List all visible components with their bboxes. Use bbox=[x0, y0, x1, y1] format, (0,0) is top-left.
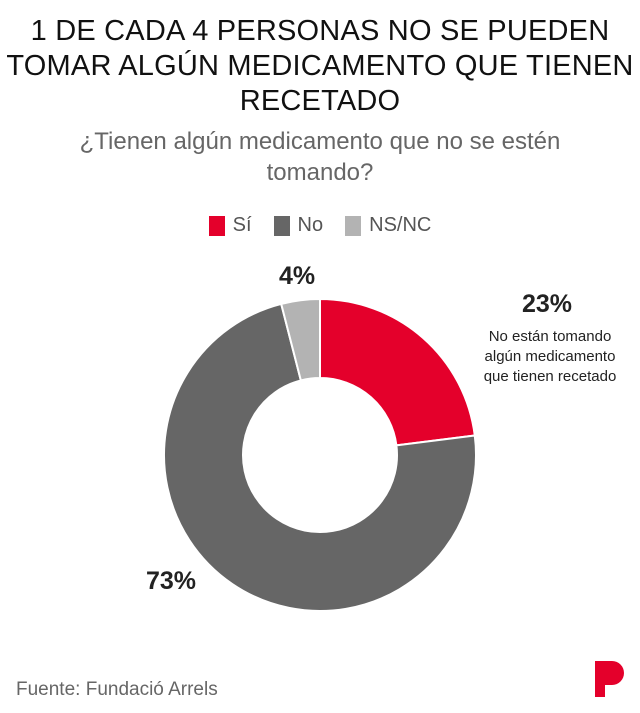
legend-swatch bbox=[208, 215, 225, 236]
slice-nsnc bbox=[279, 297, 321, 382]
legend-item-nsnc: NS/NC bbox=[345, 214, 431, 237]
legend-swatch bbox=[273, 215, 290, 236]
legend-label: No bbox=[297, 214, 324, 236]
source-note: Fuente: Fundació Arrels bbox=[16, 679, 218, 700]
annotation-si: No están tomando algún medicamento que t… bbox=[483, 328, 617, 385]
data-label-no: 73% bbox=[146, 567, 197, 595]
legend-swatch bbox=[345, 215, 362, 236]
legend-label: Sí bbox=[232, 214, 252, 236]
legend-item-no: No bbox=[273, 214, 324, 237]
chart-title: 1 DE CADA 4 PERSONAS NO SE PUEDEN TOMAR … bbox=[6, 15, 634, 117]
slice-no bbox=[163, 302, 477, 612]
data-label-si: 23% bbox=[522, 290, 573, 318]
legend: Sí No NS/NC bbox=[0, 214, 640, 237]
logo-icon bbox=[595, 661, 624, 697]
data-label-nsnc: 4% bbox=[279, 262, 316, 290]
slice-s bbox=[319, 297, 476, 447]
legend-label: NS/NC bbox=[369, 214, 432, 236]
legend-item-si: Sí bbox=[208, 214, 252, 237]
chart-subtitle: ¿Tienen algún medicamento que no se esté… bbox=[79, 128, 561, 186]
